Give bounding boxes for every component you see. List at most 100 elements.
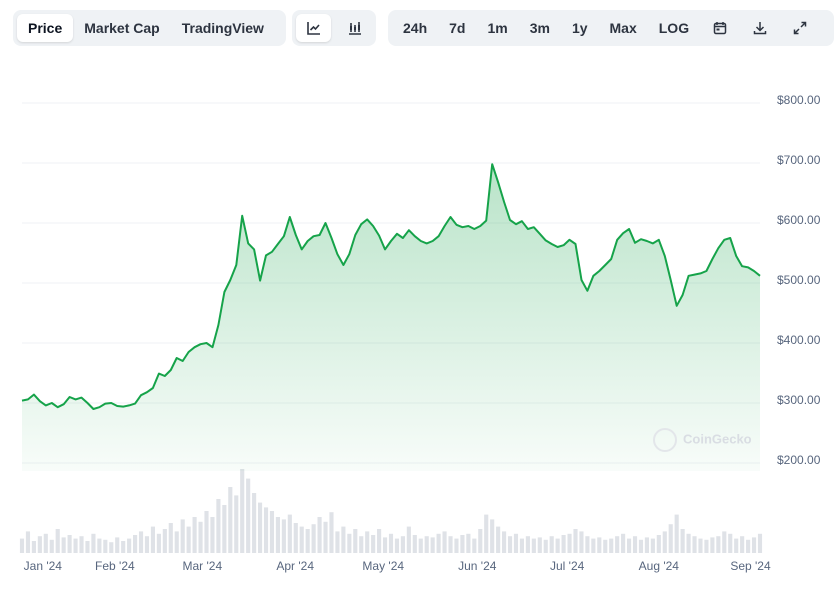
- volume-bar: [543, 539, 548, 553]
- x-tick-label: Mar '24: [183, 559, 223, 573]
- volume-bar: [555, 538, 560, 553]
- view-tab[interactable]: Price: [17, 14, 74, 42]
- download-button[interactable]: [740, 14, 780, 42]
- volume-bar: [91, 533, 96, 553]
- volume-bar: [716, 536, 721, 553]
- volume-bar: [430, 537, 435, 553]
- volume-bar: [305, 529, 310, 553]
- volume-bar: [25, 531, 31, 553]
- watermark-logo: [653, 428, 677, 452]
- volume-bar: [424, 536, 429, 553]
- volume-bar: [644, 537, 649, 553]
- volume-bar: [359, 536, 364, 553]
- y-tick-label: $300.00: [777, 393, 821, 407]
- icon: [713, 22, 727, 35]
- volume-bar: [329, 512, 334, 553]
- volume-bar: [97, 538, 102, 553]
- volume-bar: [192, 517, 197, 553]
- volume-bar: [382, 537, 388, 553]
- volume-bar: [472, 538, 477, 553]
- volume-bar: [406, 526, 411, 553]
- volume-bar: [579, 531, 584, 553]
- volume-bar: [621, 533, 626, 553]
- volume-bar: [79, 536, 84, 553]
- volume-bar: [216, 499, 221, 553]
- volume-bar: [275, 517, 280, 553]
- range-bar: 24h 7d 1m 3m 1y Max LOG: [388, 10, 834, 46]
- volume-bar: [43, 533, 48, 553]
- volume-bar: [19, 538, 25, 553]
- line-chart-button[interactable]: [296, 14, 331, 42]
- volume-bar: [567, 533, 572, 553]
- volume-bar: [246, 478, 251, 553]
- volume-bar: [597, 537, 602, 553]
- range-button[interactable]: LOG: [658, 20, 690, 36]
- volume-bar: [746, 539, 751, 553]
- price-line: [21, 163, 761, 410]
- range-button[interactable]: 7d: [449, 20, 466, 36]
- volume-bar: [609, 538, 614, 553]
- volume-bar: [377, 529, 382, 553]
- volume-bar: [162, 529, 167, 553]
- range-button[interactable]: 1m: [487, 20, 508, 36]
- calendar-button[interactable]: [700, 14, 740, 42]
- volume-bar: [490, 519, 495, 553]
- x-tick-label: Jan '24: [24, 559, 63, 573]
- volume-bar: [734, 538, 739, 553]
- range-button[interactable]: Max: [609, 20, 637, 36]
- range-button[interactable]: 24h: [403, 20, 428, 36]
- volume-bar: [388, 533, 394, 553]
- chart-style-toggle: [292, 10, 376, 46]
- volume-bar: [632, 536, 638, 553]
- volume-bar: [67, 535, 72, 553]
- volume-bar: [269, 511, 275, 553]
- volume-bar: [591, 538, 596, 553]
- volume-bar: [519, 538, 525, 553]
- volume-bar: [698, 538, 703, 553]
- volume-bar: [240, 469, 245, 553]
- y-tick-label: $400.00: [777, 333, 821, 347]
- watermark: CoinGecko: [683, 431, 752, 446]
- y-tick-label: $500.00: [777, 273, 821, 287]
- volume-bar: [704, 539, 709, 553]
- candle-chart-button[interactable]: [337, 14, 372, 42]
- volume-bar: [418, 538, 423, 553]
- volume-bar: [347, 533, 352, 553]
- volume-bar: [585, 536, 590, 553]
- x-tick-label: Sep '24: [730, 559, 771, 573]
- volume-bar: [561, 535, 566, 553]
- volume-bar: [335, 531, 340, 553]
- fullscreen-button[interactable]: [780, 14, 820, 42]
- volume-bar: [228, 487, 233, 553]
- volume-bar: [133, 535, 138, 553]
- volume-bar: [603, 539, 608, 553]
- x-tick-label: May '24: [362, 559, 404, 573]
- x-tick-label: Aug '24: [639, 559, 680, 573]
- view-tab[interactable]: TradingView: [181, 20, 264, 36]
- volume-bar: [55, 529, 60, 553]
- volume-bar: [507, 536, 513, 553]
- volume-bar: [371, 535, 376, 553]
- range-button[interactable]: 3m: [529, 20, 550, 36]
- range-button[interactable]: 1y: [571, 20, 588, 36]
- volume-bar: [537, 537, 542, 553]
- volume-bar: [299, 526, 304, 553]
- volume-bar: [466, 533, 471, 553]
- view-tabs: Price Market Cap TradingView: [13, 10, 286, 46]
- view-tab[interactable]: Market Cap: [84, 20, 160, 36]
- x-tick-label: Jun '24: [458, 559, 497, 573]
- volume-bar: [168, 523, 173, 553]
- volume-bar: [656, 535, 661, 553]
- volume-bar: [73, 538, 78, 553]
- volume-bar: [531, 538, 536, 553]
- volume-bar: [103, 539, 108, 553]
- line-icon: [306, 22, 320, 35]
- icon: [753, 22, 767, 35]
- volume-bar: [61, 537, 66, 553]
- volume-bar: [484, 514, 489, 553]
- volume-bar: [692, 536, 697, 553]
- volume-bar: [150, 526, 156, 553]
- volume-bar: [686, 533, 691, 553]
